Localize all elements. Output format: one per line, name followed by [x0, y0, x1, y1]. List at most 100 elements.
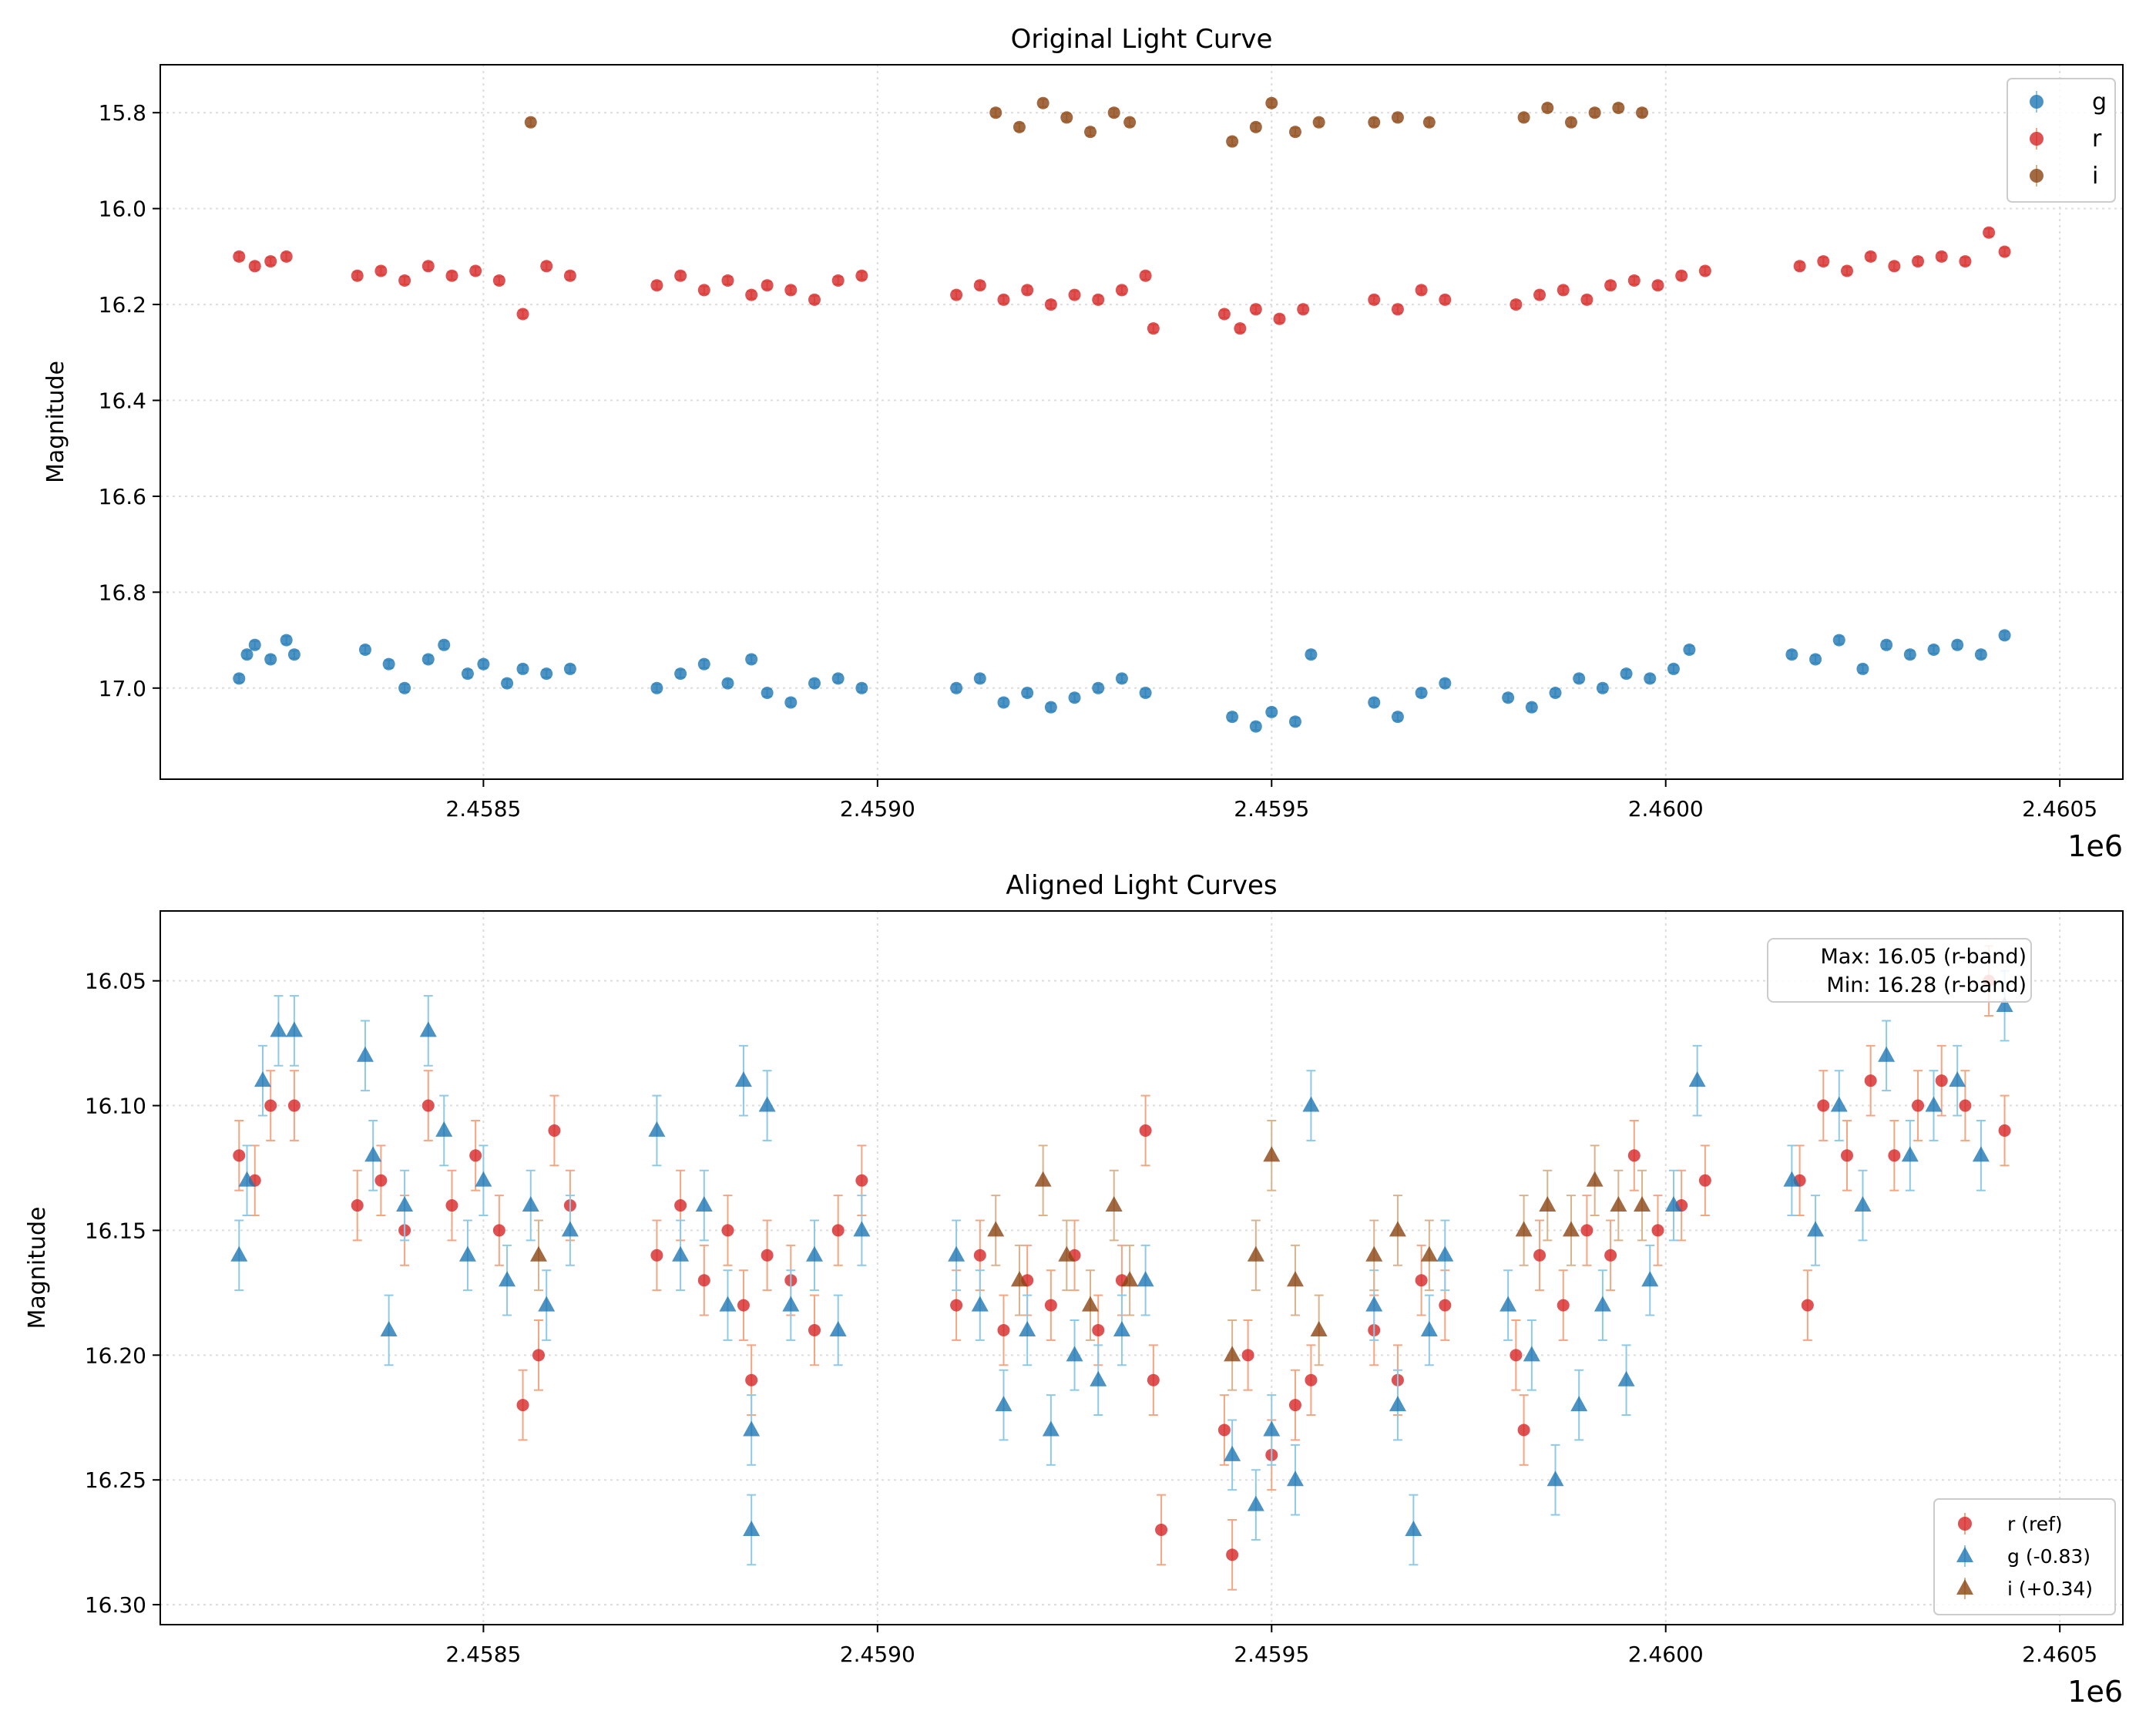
data-point — [1217, 308, 1231, 321]
data-point — [1042, 1420, 1060, 1437]
data-point — [1368, 116, 1381, 129]
data-point — [1903, 648, 1916, 661]
data-point — [1234, 322, 1247, 335]
data-point — [1634, 1196, 1651, 1212]
data-point — [1510, 298, 1523, 311]
data-point — [358, 644, 371, 657]
x-offset-label: 1e6 — [2067, 1675, 2123, 1709]
data-point — [855, 1174, 868, 1187]
annotation-line: Min: 16.28 (r-band) — [1826, 973, 2027, 997]
data-point — [1651, 1224, 1664, 1237]
data-point — [1312, 116, 1325, 129]
data-point — [374, 1174, 388, 1187]
data-point — [1588, 106, 1601, 119]
data-point — [1912, 255, 1925, 268]
data-point — [672, 1245, 690, 1262]
data-point — [1864, 1074, 1877, 1087]
data-point — [435, 1121, 453, 1137]
data-point — [1539, 1196, 1557, 1212]
data-point — [1840, 1149, 1853, 1162]
data-point — [989, 106, 1002, 119]
data-point — [1288, 1399, 1301, 1412]
data-point — [1596, 681, 1609, 694]
data-point — [469, 264, 482, 277]
data-point — [516, 1399, 529, 1412]
data-point — [1092, 681, 1105, 694]
data-point — [374, 264, 388, 277]
y-tick-label: 16.30 — [85, 1592, 146, 1618]
data-point — [1641, 1271, 1659, 1287]
data-point — [1510, 1349, 1523, 1362]
data-point — [973, 279, 986, 292]
data-point — [285, 1021, 303, 1037]
data-point — [382, 657, 395, 671]
data-point — [758, 1096, 776, 1112]
data-point — [743, 1420, 761, 1437]
x-tick-label: 2.4605 — [2022, 1642, 2097, 1667]
data-point — [973, 672, 986, 685]
data-point — [808, 1323, 821, 1336]
data-point — [1644, 672, 1657, 685]
data-point — [1060, 111, 1073, 124]
data-point — [356, 1046, 374, 1062]
chart-panel-1: 2.4585 2.4590 2.4595 2.4600 2.4605 15.8 16.0 16… — [42, 24, 2124, 863]
data-point — [1286, 1471, 1304, 1487]
data-point — [1084, 126, 1097, 139]
data-point — [1517, 111, 1530, 124]
y-axis-label: Magnitude — [24, 1207, 51, 1329]
data-point — [254, 1071, 271, 1087]
data-point — [1058, 1245, 1076, 1262]
data-point — [1247, 1245, 1264, 1262]
y-tick-label: 17.0 — [99, 676, 146, 701]
legend-label: i (+0.34) — [2007, 1578, 2093, 1600]
data-point — [1785, 648, 1798, 661]
series-r — [233, 226, 2011, 335]
data-point — [1439, 677, 1452, 690]
data-point — [1557, 1299, 1570, 1312]
data-point — [1092, 293, 1105, 306]
data-point — [1959, 255, 1972, 268]
data-point — [1617, 1370, 1635, 1386]
data-point — [248, 260, 261, 273]
data-point — [270, 1021, 287, 1037]
data-point — [1683, 644, 1696, 657]
data-point — [1147, 322, 1160, 335]
data-point — [761, 279, 774, 292]
legend-marker — [1958, 1517, 1972, 1531]
series-g — [233, 629, 2011, 733]
data-point — [973, 1249, 986, 1262]
y-tick-label: 16.20 — [85, 1343, 146, 1368]
x-tick-label: 2.4595 — [1234, 1642, 1309, 1667]
data-point — [1878, 1046, 1896, 1062]
data-point — [529, 1245, 547, 1262]
legend-marker — [2030, 95, 2043, 109]
data-point — [1951, 638, 1964, 651]
data-point — [1570, 1396, 1588, 1412]
annotation-frame — [1767, 938, 2032, 1003]
x-tick-label: 2.4600 — [1628, 796, 1704, 822]
data-point — [831, 672, 845, 685]
data-point — [1249, 120, 1262, 133]
data-point — [1817, 255, 1830, 268]
data-point — [1935, 250, 1948, 263]
data-point — [538, 1296, 556, 1312]
data-point — [563, 662, 576, 675]
data-point — [445, 269, 458, 282]
data-point — [855, 681, 868, 694]
y-tick-label: 16.6 — [99, 484, 146, 509]
data-point — [782, 1296, 800, 1312]
data-point — [1817, 1099, 1830, 1112]
data-point — [1155, 1523, 1168, 1536]
y-tick-label: 16.4 — [99, 388, 146, 414]
data-point — [1667, 662, 1680, 675]
data-point — [230, 1245, 248, 1262]
data-point — [1115, 672, 1128, 685]
data-point — [501, 677, 514, 690]
data-point — [997, 293, 1010, 306]
data-point — [1391, 711, 1404, 724]
data-point — [1405, 1520, 1422, 1536]
data-point — [697, 657, 710, 671]
data-point — [719, 1296, 737, 1312]
data-point — [351, 269, 364, 282]
data-point — [421, 653, 435, 666]
